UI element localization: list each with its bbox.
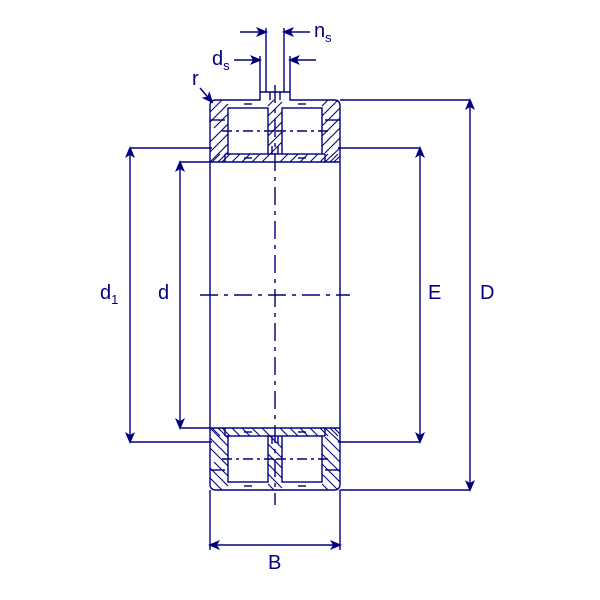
label-ds: ds (212, 48, 230, 73)
label-d: d (158, 282, 169, 305)
label-r: r (192, 68, 199, 91)
label-d1: d1 (100, 282, 118, 307)
diagram-svg (0, 0, 600, 600)
label-D: D (480, 282, 494, 305)
bearing-diagram: ns ds r d1 d E D B (0, 0, 600, 600)
label-ns: ns (314, 20, 332, 45)
label-E: E (428, 282, 441, 305)
label-B: B (268, 552, 281, 575)
